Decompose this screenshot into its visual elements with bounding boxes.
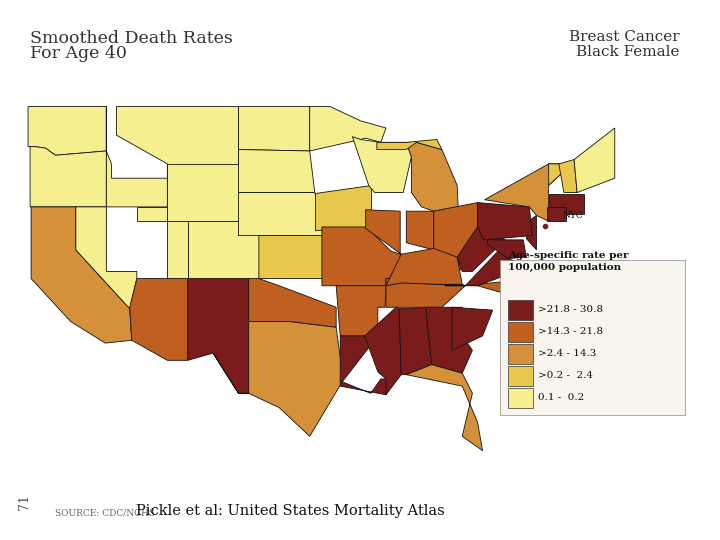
Polygon shape: [364, 307, 401, 395]
Text: 100,000 population: 100,000 population: [508, 263, 621, 272]
Polygon shape: [352, 137, 411, 193]
Text: >0.2 -  2.4: >0.2 - 2.4: [538, 372, 593, 381]
Polygon shape: [238, 106, 310, 151]
Polygon shape: [406, 364, 482, 451]
Polygon shape: [487, 240, 526, 259]
Polygon shape: [130, 279, 188, 360]
Text: >14.3 - 21.8: >14.3 - 21.8: [538, 327, 603, 336]
Text: >21.8 - 30.8: >21.8 - 30.8: [538, 306, 603, 314]
Polygon shape: [549, 164, 569, 185]
Polygon shape: [167, 164, 238, 221]
Polygon shape: [559, 159, 577, 193]
Polygon shape: [406, 143, 458, 211]
Polygon shape: [336, 286, 386, 336]
Polygon shape: [107, 106, 167, 207]
Text: 0.1 -  0.2: 0.1 - 0.2: [538, 394, 584, 402]
Polygon shape: [259, 235, 334, 279]
Bar: [508, 322, 533, 342]
Polygon shape: [366, 210, 401, 286]
Polygon shape: [31, 207, 132, 343]
Polygon shape: [406, 211, 433, 250]
Text: For Age 40: For Age 40: [30, 45, 127, 62]
Polygon shape: [30, 147, 107, 207]
Text: SOURCE: CDC/NCHS: SOURCE: CDC/NCHS: [55, 509, 155, 518]
Polygon shape: [452, 307, 492, 350]
Polygon shape: [238, 150, 315, 193]
Bar: [508, 300, 533, 320]
Polygon shape: [445, 251, 528, 286]
Polygon shape: [28, 106, 107, 156]
Polygon shape: [188, 279, 248, 393]
Polygon shape: [574, 128, 615, 193]
Polygon shape: [457, 227, 505, 272]
FancyBboxPatch shape: [500, 260, 685, 415]
Polygon shape: [248, 279, 336, 327]
Polygon shape: [399, 307, 432, 375]
Polygon shape: [315, 185, 371, 230]
Polygon shape: [188, 221, 259, 279]
Polygon shape: [426, 307, 472, 373]
Polygon shape: [386, 248, 462, 286]
Polygon shape: [433, 202, 477, 270]
Polygon shape: [322, 227, 401, 286]
Polygon shape: [386, 283, 465, 307]
Polygon shape: [526, 215, 536, 250]
Polygon shape: [213, 322, 342, 436]
Text: NYC: NYC: [562, 211, 583, 220]
Polygon shape: [485, 164, 569, 221]
Polygon shape: [439, 280, 528, 300]
Polygon shape: [549, 194, 584, 214]
Polygon shape: [341, 336, 391, 395]
Polygon shape: [137, 207, 188, 279]
Bar: [508, 344, 533, 364]
Bar: [508, 388, 533, 408]
Text: >2.4 - 14.3: >2.4 - 14.3: [538, 349, 596, 359]
Polygon shape: [377, 139, 442, 150]
Text: Pickle et al: United States Mortality Atlas: Pickle et al: United States Mortality At…: [135, 504, 444, 518]
Text: Smoothed Death Rates: Smoothed Death Rates: [30, 30, 233, 47]
Polygon shape: [238, 193, 327, 235]
Polygon shape: [117, 106, 238, 178]
Text: Age-specific rate per: Age-specific rate per: [508, 251, 629, 260]
Polygon shape: [310, 106, 386, 151]
Text: Breast Cancer: Breast Cancer: [570, 30, 680, 44]
Polygon shape: [76, 207, 137, 309]
Text: 71: 71: [18, 494, 31, 510]
Polygon shape: [477, 202, 532, 240]
Polygon shape: [546, 207, 566, 221]
Text: Black Female: Black Female: [577, 45, 680, 59]
Bar: [508, 366, 533, 386]
